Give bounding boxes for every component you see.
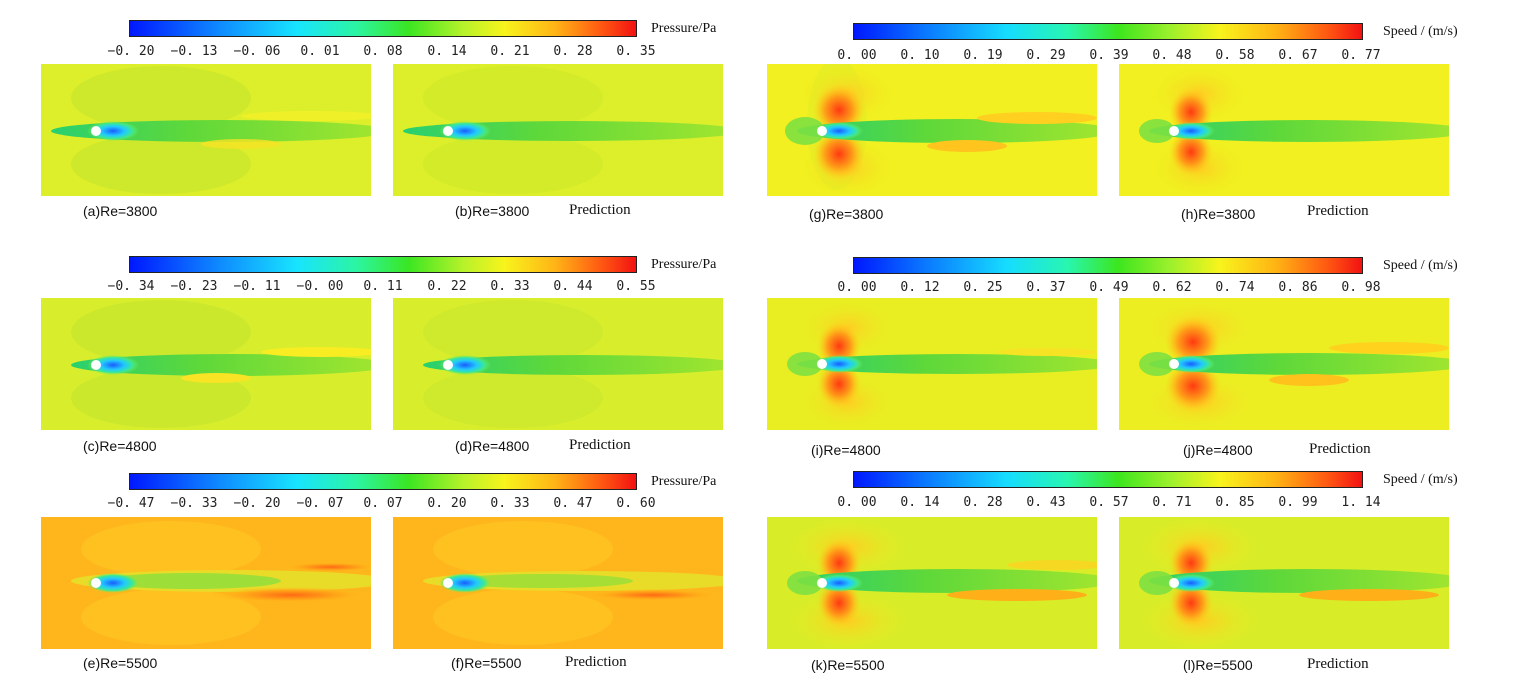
tick-label: 0. 33 (490, 496, 530, 511)
speed-field-k (767, 517, 1097, 649)
tick-label: −0. 13 (170, 44, 218, 59)
tick-label: 0. 20 (427, 496, 467, 511)
tick-label: 0. 00 (837, 280, 877, 295)
tick-label: 0. 49 (1089, 280, 1129, 295)
prediction-label: Prediction (1307, 203, 1369, 219)
tick-label: 0. 85 (1215, 495, 1255, 510)
tick-label: 0. 86 (1278, 280, 1318, 295)
tick-label: 0. 55 (616, 279, 656, 294)
prediction-label: Prediction (1309, 441, 1371, 457)
tick-label: 0. 43 (1026, 495, 1066, 510)
tick-label: 0. 19 (963, 48, 1003, 63)
tick-label: 0. 25 (963, 280, 1003, 295)
tick-label: 0. 67 (1278, 48, 1318, 63)
caption-c: (c)Re=4800 (83, 438, 157, 454)
pressure-colorbar-title-3: Pressure/Pa (651, 474, 717, 489)
speed-field-i (767, 298, 1097, 430)
tick-label: 0. 74 (1215, 280, 1255, 295)
tick-label: 0. 00 (837, 48, 877, 63)
tick-label: 0. 77 (1341, 48, 1381, 63)
tick-label: 0. 39 (1089, 48, 1129, 63)
pressure-field-c (41, 298, 371, 430)
prediction-label: Prediction (1307, 656, 1369, 672)
pressure-colorbar-title-1: Pressure/Pa (651, 21, 717, 36)
tick-label: 0. 10 (900, 48, 940, 63)
caption-g: (g)Re=3800 (809, 206, 884, 222)
tick-label: 0. 00 (837, 495, 877, 510)
pressure-field-b (393, 64, 723, 196)
tick-label: −0. 47 (107, 496, 155, 511)
tick-label: −0. 23 (170, 279, 218, 294)
tick-label: 0. 60 (616, 496, 656, 511)
tick-label: −0. 11 (233, 279, 281, 294)
tick-label: 0. 37 (1026, 280, 1066, 295)
caption-e: (e)Re=5500 (83, 655, 158, 671)
tick-label: 0. 21 (490, 44, 530, 59)
speed-colorbar-3 (853, 471, 1363, 488)
caption-f: (f)Re=5500 (451, 655, 522, 671)
tick-label: 0. 62 (1152, 280, 1192, 295)
tick-label: −0. 07 (296, 496, 344, 511)
pressure-colorbar-1 (129, 20, 637, 37)
caption-h: (h)Re=3800 (1181, 206, 1256, 222)
tick-label: 0. 07 (363, 496, 403, 511)
tick-label: 0. 58 (1215, 48, 1255, 63)
caption-b: (b)Re=3800 (455, 203, 530, 219)
tick-label: 0. 12 (900, 280, 940, 295)
tick-label: 0. 01 (300, 44, 340, 59)
tick-label: −0. 33 (170, 496, 218, 511)
speed-field-g (767, 64, 1097, 196)
tick-label: −0. 00 (296, 279, 344, 294)
tick-label: −0. 20 (107, 44, 155, 59)
tick-label: 0. 71 (1152, 495, 1192, 510)
caption-j: (j)Re=4800 (1183, 442, 1253, 458)
prediction-label: Prediction (569, 202, 631, 218)
pressure-colorbar-title-2: Pressure/Pa (651, 257, 717, 272)
pressure-field-a (41, 64, 371, 196)
speed-colorbar-title-1: Speed / (m/s) (1383, 24, 1458, 39)
pressure-field-f (393, 517, 723, 649)
prediction-label: Prediction (569, 437, 631, 453)
tick-label: −0. 34 (107, 279, 155, 294)
tick-label: 0. 14 (427, 44, 467, 59)
pressure-colorbar-3 (129, 473, 637, 490)
speed-field-l (1119, 517, 1449, 649)
tick-label: 0. 48 (1152, 48, 1192, 63)
speed-colorbar-title-3: Speed / (m/s) (1383, 472, 1458, 487)
speed-field-j (1119, 298, 1449, 430)
tick-label: 0. 29 (1026, 48, 1066, 63)
tick-label: 0. 28 (963, 495, 1003, 510)
prediction-label: Prediction (565, 654, 627, 670)
tick-label: 0. 35 (616, 44, 656, 59)
pressure-field-e (41, 517, 371, 649)
caption-i: (i)Re=4800 (811, 442, 881, 458)
tick-label: 0. 14 (900, 495, 940, 510)
tick-label: 0. 98 (1341, 280, 1381, 295)
pressure-colorbar-2 (129, 256, 637, 273)
caption-k: (k)Re=5500 (811, 657, 885, 673)
caption-d: (d)Re=4800 (455, 438, 530, 454)
tick-label: 0. 47 (553, 496, 593, 511)
tick-label: 0. 99 (1278, 495, 1318, 510)
speed-colorbar-title-2: Speed / (m/s) (1383, 258, 1458, 273)
tick-label: 0. 44 (553, 279, 593, 294)
tick-label: 0. 11 (363, 279, 403, 294)
tick-label: −0. 06 (233, 44, 281, 59)
tick-label: 0. 22 (427, 279, 467, 294)
tick-label: 0. 08 (363, 44, 403, 59)
caption-l: (l)Re=5500 (1183, 657, 1253, 673)
tick-label: 0. 33 (490, 279, 530, 294)
tick-label: 0. 57 (1089, 495, 1129, 510)
speed-colorbar-1 (853, 23, 1363, 40)
tick-label: 0. 28 (553, 44, 593, 59)
caption-a: (a)Re=3800 (83, 203, 158, 219)
speed-colorbar-2 (853, 257, 1363, 274)
pressure-field-d (393, 298, 723, 430)
tick-label: 1. 14 (1341, 495, 1381, 510)
tick-label: −0. 20 (233, 496, 281, 511)
speed-field-h (1119, 64, 1449, 196)
